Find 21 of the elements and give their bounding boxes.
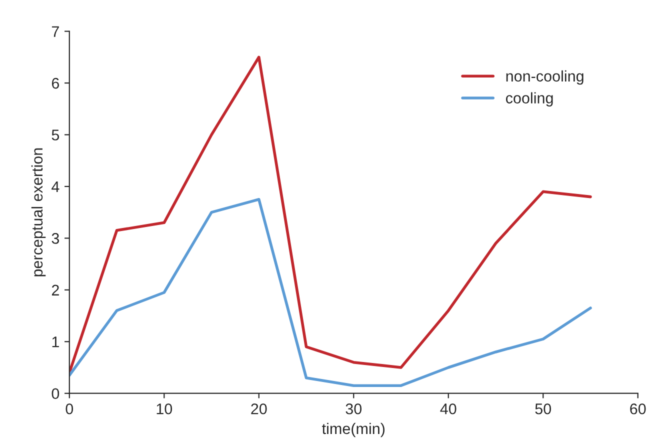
y-tick-label: 0 [52, 388, 60, 400]
x-tick-label: 20 [251, 403, 267, 414]
legend-label: cooling [506, 92, 553, 107]
y-tick-label: 4 [52, 181, 60, 192]
line-series [69, 198, 592, 387]
x-tick-label: 0 [66, 403, 74, 414]
line-series [69, 56, 592, 374]
x-tick-label: 60 [630, 403, 646, 414]
y-tick-label: 5 [52, 130, 60, 140]
x-tick-label: 10 [156, 403, 172, 414]
x-tick-label: 40 [440, 403, 456, 414]
x-axis-title: time(min) [322, 422, 385, 438]
y-tick-label: 2 [52, 284, 59, 296]
y-tick-label: 6 [52, 78, 60, 89]
x-tick-label: 30 [346, 403, 362, 414]
x-tick-label: 50 [535, 403, 552, 414]
y-tick-label: 1 [52, 336, 59, 348]
y-tick-label: 3 [52, 233, 60, 244]
y-axis-title: perceptual exertion [31, 148, 46, 276]
y-tick-label: 7 [52, 26, 59, 37]
legend-label: non-cooling [506, 70, 584, 85]
